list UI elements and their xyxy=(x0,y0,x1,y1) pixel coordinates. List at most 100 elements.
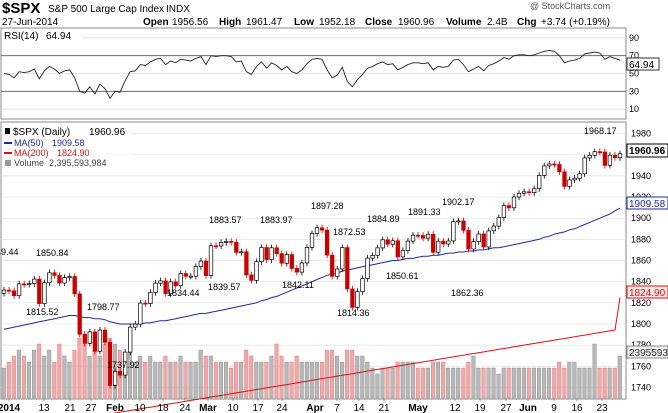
volume-bar xyxy=(461,367,466,399)
x-tick-label: 21 xyxy=(378,403,390,413)
candle-body xyxy=(592,151,597,156)
ma50-value-box xyxy=(626,196,668,210)
volume-bar xyxy=(183,361,188,399)
price-annotation: 1842.11 xyxy=(282,280,314,290)
volume-bar xyxy=(496,373,501,399)
volume-bar xyxy=(6,361,11,399)
candle-body xyxy=(183,273,188,277)
candle-body xyxy=(587,154,592,159)
candle-body xyxy=(269,247,274,261)
volume-bar xyxy=(153,361,158,399)
volume-bar xyxy=(340,361,345,399)
candle-body xyxy=(117,370,123,376)
price-annotation: 1815.52 xyxy=(26,307,59,317)
price-annotation: 1884.89 xyxy=(367,214,400,224)
price-tick-label: 1900 xyxy=(631,213,651,223)
candle-body xyxy=(107,342,113,386)
volume-bar xyxy=(441,361,446,399)
candle-body xyxy=(77,293,82,335)
x-tick-label: 2014 xyxy=(0,403,21,413)
symbol: $SPX xyxy=(2,0,40,17)
candle-body xyxy=(562,171,567,187)
volume-bar xyxy=(52,361,57,399)
candle-body xyxy=(557,164,562,173)
volume-bar xyxy=(446,367,451,399)
volume-bar xyxy=(178,355,183,399)
volume-bar xyxy=(254,361,259,399)
volume-bar xyxy=(526,367,531,399)
volume-bar xyxy=(198,349,203,399)
volume-bar xyxy=(67,361,72,399)
candle-body xyxy=(567,179,572,187)
candle-body xyxy=(314,227,320,234)
volume-bar xyxy=(577,367,582,399)
candle-body xyxy=(153,282,158,293)
candle-body xyxy=(264,247,269,260)
ma200-legend-label: MA(200) xyxy=(14,148,49,158)
volume-bar xyxy=(587,367,592,399)
candle-body xyxy=(345,247,350,290)
high-label: High xyxy=(219,17,241,28)
price-annotations: 49.44 1850.84 1815.52 1798.77 1737.92 1883.57… xyxy=(0,126,617,370)
volume-bar xyxy=(410,361,415,399)
candle-body xyxy=(67,276,72,278)
candle-body xyxy=(57,275,62,284)
price-annotation: 1883.97 xyxy=(260,215,293,225)
price-annotation: 49.44 xyxy=(0,247,19,257)
volume-bar xyxy=(163,355,168,399)
x-tick-label: 19 xyxy=(474,403,486,413)
candle-body xyxy=(466,229,471,250)
rsi-legend-bg xyxy=(2,29,82,41)
candle-body xyxy=(324,229,330,256)
candle-body xyxy=(526,191,532,194)
volume-bar xyxy=(143,361,148,399)
candle-body xyxy=(496,217,501,227)
chg-value: +3.74 (+0.19%) xyxy=(541,17,610,28)
chg-label: Chg xyxy=(517,17,536,28)
candle-body xyxy=(6,289,12,292)
volume-label: Volume xyxy=(446,17,482,28)
candle-body xyxy=(92,331,98,352)
volume-bar xyxy=(299,361,304,399)
price-legend-value: 1960.96 xyxy=(89,127,126,138)
volume-bar xyxy=(481,367,486,399)
candle-body xyxy=(491,225,496,232)
volume-bar xyxy=(355,355,360,399)
volume-bar xyxy=(22,355,27,399)
x-tick-label: Mar xyxy=(199,403,217,413)
ma50-legend-value: 1909.58 xyxy=(52,138,85,148)
volume-bar xyxy=(592,343,597,399)
candle-body xyxy=(506,205,512,209)
last-price-box xyxy=(626,143,668,158)
price-panel: 49.44 1850.84 1815.52 1798.77 1737.92 1883.57… xyxy=(0,121,668,413)
volume-bar xyxy=(360,355,365,399)
candle-body xyxy=(431,234,436,253)
ma50-legend-label: MA(50) xyxy=(14,138,44,148)
x-tick-label: Apr xyxy=(306,403,323,413)
price-annotation: 1839.57 xyxy=(208,282,241,292)
volume-value: 2.4B xyxy=(487,17,508,28)
price-annotation: 1798.77 xyxy=(87,302,120,312)
candle-body xyxy=(577,173,582,179)
x-tick-label: 14 xyxy=(353,403,365,413)
volume-bar xyxy=(37,343,42,399)
candle-body xyxy=(395,240,400,258)
volume-bar xyxy=(431,361,436,399)
rsi-tick-label: 70 xyxy=(629,51,639,61)
x-tick-label: 23 xyxy=(596,403,608,413)
volume-bar xyxy=(27,361,32,399)
candle-body xyxy=(82,333,87,344)
volume-bar xyxy=(148,355,153,399)
volume-bar xyxy=(521,367,526,399)
price-annotation: 1850.61 xyxy=(386,271,419,281)
candle-body xyxy=(178,273,183,286)
price-legend-swatch xyxy=(5,128,10,134)
candle-body xyxy=(22,283,27,286)
volume-bar xyxy=(158,361,163,399)
candle-body xyxy=(138,302,143,325)
volume-bar xyxy=(476,367,481,399)
candle-body xyxy=(16,283,22,297)
volume-bar xyxy=(223,361,228,399)
candle-body xyxy=(284,254,289,264)
